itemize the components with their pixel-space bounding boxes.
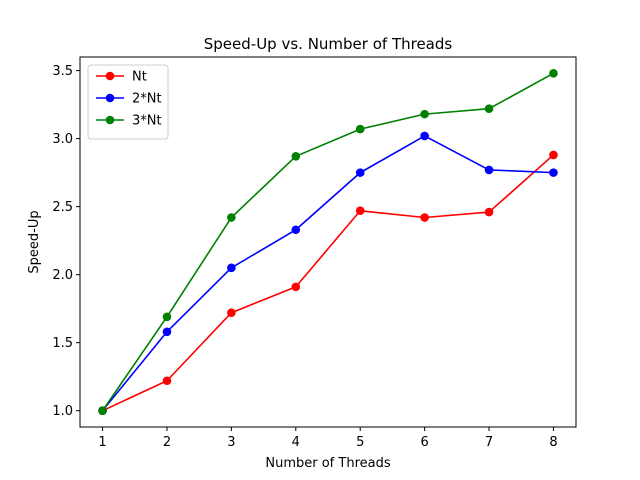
plot-area <box>98 69 558 415</box>
legend-swatch-marker <box>105 71 115 81</box>
data-point <box>355 124 365 134</box>
data-point <box>355 168 365 177</box>
data-point <box>162 376 172 386</box>
y-tick-label: 1.0 <box>52 404 73 419</box>
data-point <box>549 168 558 177</box>
data-point <box>227 213 236 222</box>
data-point <box>484 207 494 217</box>
x-tick-label: 8 <box>549 435 557 450</box>
x-tick-label: 2 <box>163 435 171 450</box>
legend-label: 2*Nt <box>132 92 162 107</box>
data-point <box>162 327 172 337</box>
x-tick-label: 3 <box>227 435 235 450</box>
data-point <box>227 263 236 273</box>
data-point <box>162 312 172 322</box>
legend-label: Nt <box>132 70 147 85</box>
data-point <box>227 308 236 318</box>
y-axis-ticks: 1.0 1.5 2.0 2.5 3.0 3.5 <box>52 64 80 419</box>
x-tick-label: 6 <box>420 435 428 450</box>
y-axis-label: Speed-Up <box>27 210 42 273</box>
x-tick-label: 4 <box>292 435 300 450</box>
series-1 <box>98 150 558 415</box>
data-point <box>549 69 558 78</box>
legend-swatch-marker <box>105 93 115 103</box>
data-point <box>420 131 429 141</box>
series-line <box>102 154 554 412</box>
series-line <box>101 72 554 412</box>
x-tick-label: 5 <box>356 435 364 450</box>
data-point <box>420 109 429 119</box>
x-axis-label: Number of Threads <box>265 456 390 471</box>
series-2 <box>98 131 558 415</box>
data-point <box>98 406 107 415</box>
data-point <box>549 150 558 160</box>
y-tick-label: 3.5 <box>52 64 73 79</box>
y-tick-label: 3.0 <box>52 132 73 147</box>
x-tick-label: 7 <box>485 435 493 450</box>
y-tick-label: 2.5 <box>52 200 73 215</box>
data-point <box>291 152 301 161</box>
data-point <box>420 213 429 222</box>
data-point <box>291 282 301 292</box>
y-tick-label: 1.5 <box>52 336 73 351</box>
series-3 <box>98 69 558 415</box>
x-tick-label: 1 <box>98 435 106 450</box>
data-point <box>355 206 365 216</box>
x-axis-ticks: 1 2 3 4 5 6 7 8 <box>98 427 558 450</box>
data-point <box>484 104 494 113</box>
legend: Nt 2*Nt 3*Nt <box>87 64 169 140</box>
axes-frame <box>79 56 577 428</box>
y-tick-label: 2.0 <box>52 268 73 283</box>
legend-label: 3*Nt <box>132 114 162 129</box>
legend-swatch-marker <box>105 115 115 125</box>
chart-title: Speed-Up vs. Number of Threads <box>204 35 453 53</box>
data-point <box>484 165 494 175</box>
series-line <box>101 135 554 412</box>
data-point <box>291 225 301 235</box>
